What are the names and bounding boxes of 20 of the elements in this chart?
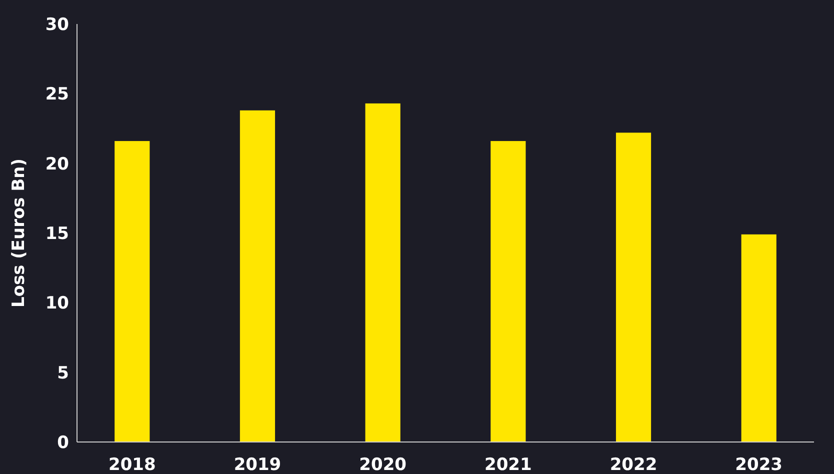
x-tick-label: 2021 (484, 455, 532, 474)
bar (616, 132, 652, 442)
y-axis-title: Loss (Euros Bn) (9, 158, 29, 308)
x-tick-label: 2020 (359, 455, 407, 474)
y-tick-label: 0 (57, 432, 70, 453)
x-tick-label: 2022 (610, 455, 658, 474)
y-tick-label: 25 (45, 84, 69, 105)
y-tick-label: 5 (57, 363, 69, 384)
x-tick-label: 2023 (735, 455, 783, 474)
y-tick-label: 10 (45, 294, 70, 314)
bar (240, 110, 276, 442)
bar (741, 234, 776, 442)
bar (490, 141, 526, 442)
bar (114, 141, 150, 442)
y-tick-label: 30 (45, 14, 70, 35)
x-tick-label: 2019 (234, 455, 282, 474)
y-tick-label: 20 (45, 154, 70, 174)
x-tick-label: 2018 (108, 455, 156, 474)
bar (365, 103, 400, 442)
y-tick-label: 15 (45, 224, 69, 244)
